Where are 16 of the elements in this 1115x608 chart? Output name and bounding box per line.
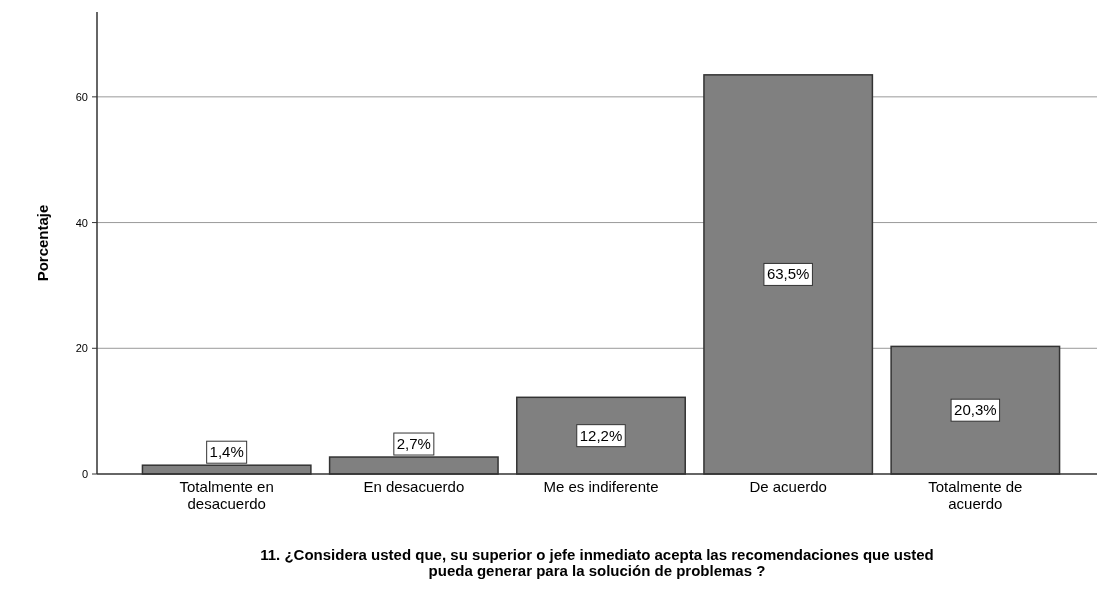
x-tick-label: En desacuerdo xyxy=(363,478,465,495)
y-tick-label: 20 xyxy=(75,342,88,355)
x-tick-label: Totalmente en desacuerdo xyxy=(179,478,274,512)
data-label: 2,7% xyxy=(396,435,431,453)
y-tick-label: 0 xyxy=(81,468,88,480)
y-tick-label: 60 xyxy=(75,90,88,103)
x-tick-label: Totalmente de acuerdo xyxy=(928,478,1023,512)
data-label: 1,4% xyxy=(209,443,244,461)
y-tick-label: 40 xyxy=(75,216,88,229)
x-tick-label: Me es indiferente xyxy=(543,478,659,495)
data-label: 20,3% xyxy=(954,401,997,419)
y-axis-title: Porcentaje xyxy=(34,204,51,282)
data-label: 63,5% xyxy=(766,265,810,283)
data-label: 12,2% xyxy=(579,426,623,444)
x-axis-title: 11. ¿Considera usted que, su superior o jefe inmediato acepta las recomendaciones que usted pueda generar para la solución de problemas ? xyxy=(260,546,934,579)
x-tick-label: De acuerdo xyxy=(749,478,827,495)
